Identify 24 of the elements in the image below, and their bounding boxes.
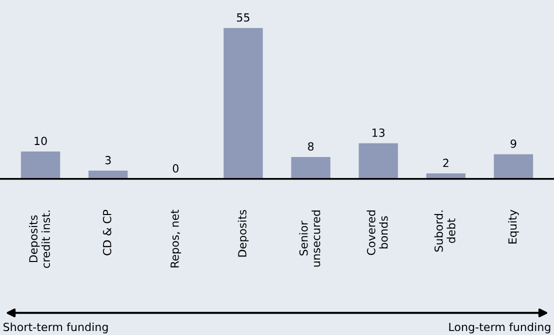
data-label: 55 [237,13,250,22]
bar [20,151,60,179]
x-tick-label: Equity [508,210,519,244]
bar [291,156,330,179]
data-label: 13 [372,128,385,137]
data-label: 3 [105,156,111,164]
data-label: 8 [308,142,314,151]
data-label: 2 [443,158,448,167]
x-tick-label: Deposits [238,210,249,257]
text: Short-term funding [4,322,108,334]
bar [494,154,534,179]
x-tick-label: Senior unsecured [299,210,320,267]
data-label: 0 [172,164,178,173]
data-label: 9 [510,139,516,148]
x-tick-label: CD & CP [102,210,112,256]
bar [88,170,128,179]
data-label: 10 [34,136,47,146]
bar [358,143,398,179]
bar [224,28,263,179]
x-tick-label: Covered bonds [366,210,388,255]
text: Long-term funding [449,322,550,334]
x-tick-label: Subord. debt [434,210,456,252]
x-tick-label: Deposits credit inst. [28,210,50,268]
x-tick-label: Repos, net [170,210,182,268]
